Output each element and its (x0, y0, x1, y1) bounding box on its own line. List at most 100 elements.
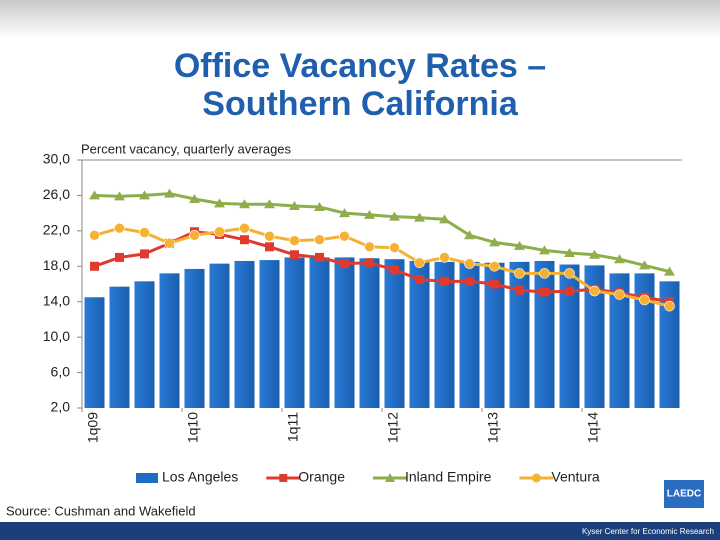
marker (539, 245, 550, 255)
legend-label: Orange (298, 469, 345, 485)
marker (489, 237, 500, 247)
marker (164, 188, 175, 198)
bar (234, 260, 255, 408)
bar (434, 261, 455, 408)
marker (114, 222, 125, 234)
marker (339, 230, 350, 242)
legend-label: Ventura (551, 469, 599, 485)
y-tick-label: 10,0 (43, 328, 70, 344)
marker (490, 279, 499, 289)
marker (239, 199, 250, 209)
bar (509, 261, 530, 408)
x-tick-label: 1q11 (285, 412, 301, 442)
marker (139, 190, 150, 200)
bar (534, 260, 555, 408)
bar (134, 281, 155, 408)
logo: LAEDC (667, 489, 701, 500)
marker (439, 214, 450, 224)
marker (214, 198, 225, 208)
bar (334, 257, 355, 408)
chart-title: Southern California (202, 85, 519, 123)
marker (489, 260, 500, 272)
marker (464, 258, 475, 269)
legend-marker (385, 473, 395, 482)
marker (364, 241, 375, 253)
x-tick-label: 1q10 (185, 412, 201, 443)
marker (265, 242, 274, 252)
legend-swatch (136, 473, 158, 483)
marker (390, 265, 399, 275)
marker (464, 230, 475, 240)
marker (365, 258, 374, 268)
marker (564, 268, 575, 279)
bar (659, 281, 680, 408)
marker (414, 257, 425, 269)
footer-band (0, 522, 720, 540)
marker (514, 240, 525, 250)
marker (164, 237, 175, 249)
bar (159, 273, 180, 408)
marker (340, 259, 349, 269)
marker (440, 276, 449, 286)
marker (314, 201, 325, 211)
marker (514, 268, 525, 279)
bar (634, 273, 655, 408)
marker (614, 289, 625, 300)
marker (139, 227, 150, 238)
marker (140, 249, 149, 259)
marker (465, 276, 474, 286)
marker (664, 266, 675, 276)
marker (90, 261, 99, 271)
y-tick-label: 22,0 (43, 222, 70, 238)
marker (264, 230, 275, 242)
footer: Kyser Center for Economic Research (582, 527, 714, 536)
legend-marker (279, 474, 288, 482)
y-tick-label: 30,0 (43, 151, 70, 167)
marker (315, 252, 324, 262)
bar (84, 297, 105, 408)
marker (189, 229, 200, 241)
legend-marker (531, 473, 541, 483)
bar (284, 257, 305, 408)
marker (639, 294, 650, 306)
bar (609, 273, 630, 408)
marker (389, 211, 400, 221)
source: Source: Cushman and Wakefield (6, 503, 196, 518)
x-tick-label: 1q14 (585, 412, 601, 443)
marker (614, 254, 625, 264)
x-tick-label: 1q13 (485, 412, 501, 443)
top-band (0, 0, 720, 38)
marker (289, 235, 300, 246)
marker (589, 285, 600, 297)
bar (559, 264, 580, 408)
y-tick-label: 14,0 (43, 292, 70, 308)
y-tick-label: 26,0 (43, 186, 70, 202)
bar (309, 257, 330, 408)
chart-subtitle: Percent vacancy, quarterly averages (81, 141, 292, 156)
marker (564, 248, 575, 257)
marker (565, 286, 574, 296)
bar (359, 258, 380, 408)
marker (214, 226, 225, 238)
marker (290, 250, 299, 260)
bar (409, 260, 430, 408)
bar (484, 262, 505, 408)
marker (364, 209, 375, 219)
x-tick-label: 1q09 (85, 412, 101, 443)
marker (540, 287, 549, 297)
marker (264, 199, 275, 209)
marker (89, 190, 100, 200)
y-tick-label: 2,0 (51, 399, 71, 415)
marker (664, 300, 675, 312)
marker (515, 285, 524, 295)
marker (239, 222, 250, 234)
chart-title: Office Vacancy Rates – (174, 47, 546, 85)
marker (389, 242, 400, 253)
bar (209, 263, 230, 408)
marker (189, 193, 200, 203)
marker (289, 201, 300, 211)
marker (240, 235, 249, 245)
bar (584, 265, 605, 408)
marker (414, 212, 425, 222)
